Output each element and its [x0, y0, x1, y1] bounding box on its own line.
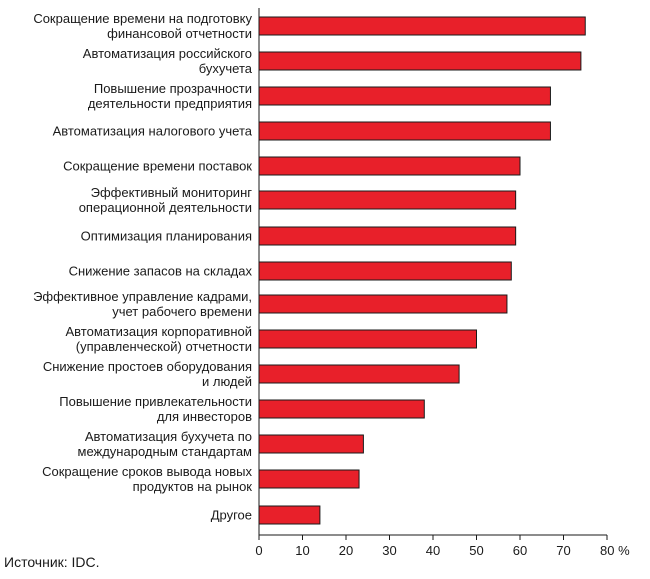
- source-note: Источник: IDC.: [4, 554, 100, 570]
- x-tick-label-0: 0: [255, 543, 262, 558]
- bar-14: [258, 505, 321, 525]
- bar-4: [258, 156, 521, 176]
- bar-9: [258, 329, 477, 349]
- bar-7: [258, 261, 512, 281]
- bar-13: [258, 469, 360, 489]
- category-label-4: Сокращение времени поставок: [63, 159, 252, 174]
- category-label-5: Эффективный мониторинг операционной деяте…: [79, 185, 253, 215]
- x-tick-label-3: 30: [382, 543, 396, 558]
- x-tick-label-5: 50: [469, 543, 483, 558]
- x-tick-label-7: 70: [556, 543, 570, 558]
- bar-11: [258, 399, 425, 419]
- category-label-7: Снижение запасов на складах: [69, 264, 253, 279]
- bar-0: [258, 16, 586, 36]
- bar-10: [258, 364, 460, 384]
- x-tick-label-1: 10: [295, 543, 309, 558]
- bar-1: [258, 51, 582, 71]
- bar-5: [258, 190, 517, 210]
- category-label-1: Автоматизация российского бухучета: [83, 46, 253, 76]
- x-tick-label-8: 80 %: [600, 543, 630, 558]
- bar-8: [258, 294, 508, 314]
- category-label-2: Повышение прозрачности деятельности предп…: [88, 81, 252, 111]
- bar-2: [258, 86, 551, 106]
- bar-6: [258, 226, 517, 246]
- x-tick-label-6: 60: [513, 543, 527, 558]
- category-label-0: Сокращение времени на подготовку финансов…: [33, 11, 252, 41]
- category-label-11: Повышение привлекательности для инвесторо…: [59, 394, 252, 424]
- category-label-8: Эффективное управление кадрами, учет рабо…: [33, 289, 252, 319]
- category-label-13: Сокращение сроков вывода новых продуктов …: [42, 464, 252, 494]
- category-label-3: Автоматизация налогового учета: [53, 124, 253, 139]
- category-label-14: Другое: [211, 508, 252, 523]
- x-tick-label-2: 20: [339, 543, 353, 558]
- category-label-10: Снижение простоев оборудования и людей: [43, 359, 252, 389]
- x-tick-label-4: 40: [426, 543, 440, 558]
- bar-3: [258, 121, 551, 141]
- bar-12: [258, 434, 364, 454]
- category-label-12: Автоматизация бухучета по международным с…: [78, 429, 253, 459]
- category-label-6: Оптимизация планирования: [81, 229, 252, 244]
- category-label-9: Автоматизация корпоративной (управленческ…: [65, 324, 252, 354]
